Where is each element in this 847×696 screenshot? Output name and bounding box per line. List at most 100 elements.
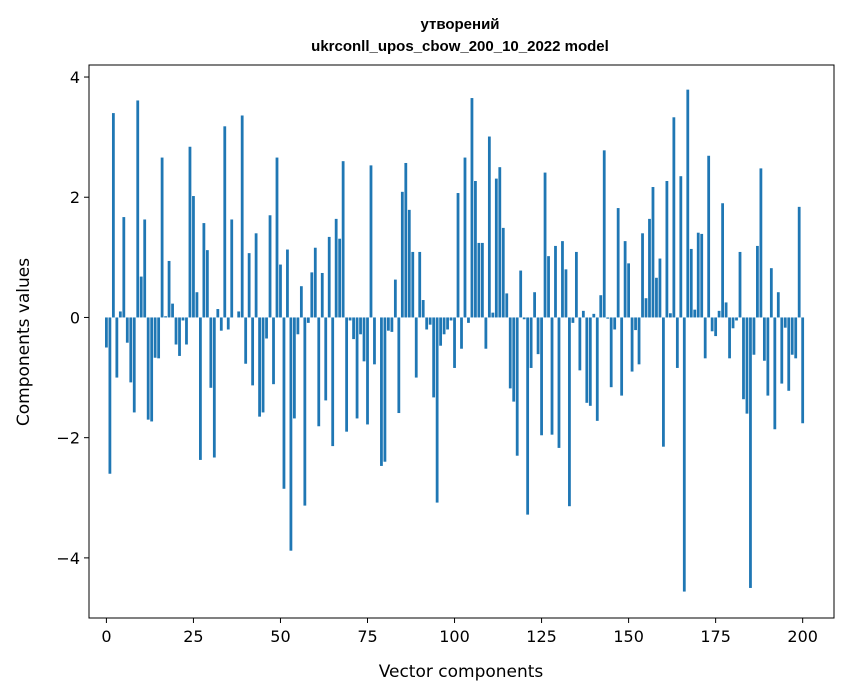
- bar: [157, 317, 161, 359]
- bar: [512, 317, 516, 402]
- bar: [554, 245, 557, 318]
- bar: [745, 317, 749, 414]
- bar: [209, 317, 213, 388]
- bar: [171, 303, 174, 318]
- bar: [254, 233, 258, 318]
- bar: [313, 247, 317, 318]
- bar: [185, 317, 188, 345]
- bar: [387, 317, 390, 331]
- bar: [275, 157, 279, 318]
- bar: [400, 191, 404, 318]
- bar: [766, 317, 770, 396]
- bar: [129, 317, 133, 383]
- bar: [268, 215, 272, 318]
- y-tick-label: 4: [70, 68, 80, 87]
- bar: [435, 317, 439, 503]
- bar: [742, 317, 745, 400]
- bar: [303, 317, 307, 506]
- bar: [453, 317, 456, 368]
- bar: [355, 317, 359, 419]
- bar: [265, 317, 268, 339]
- bar: [477, 242, 481, 318]
- bar: [122, 217, 126, 318]
- bar: [592, 313, 596, 318]
- bar: [724, 302, 728, 318]
- x-tick-label: 75: [357, 627, 377, 646]
- bar: [602, 150, 606, 318]
- bar: [432, 317, 436, 398]
- bar: [498, 167, 502, 318]
- bar: [369, 165, 373, 318]
- bar: [306, 317, 310, 323]
- bar: [247, 253, 251, 318]
- bar: [606, 317, 610, 319]
- bar: [293, 317, 296, 419]
- x-tick-label: 50: [270, 627, 290, 646]
- bar: [296, 317, 300, 335]
- bar: [327, 236, 331, 318]
- bar: [623, 241, 627, 318]
- bar: [289, 317, 293, 551]
- bar: [446, 317, 449, 330]
- bar: [362, 317, 366, 362]
- bar: [132, 317, 136, 413]
- bar: [595, 317, 599, 421]
- bar: [418, 251, 422, 318]
- bar: [244, 317, 248, 364]
- bar: [226, 317, 230, 330]
- bar: [564, 269, 568, 318]
- bar: [717, 310, 721, 318]
- bar: [696, 232, 700, 318]
- bar: [338, 238, 342, 318]
- bar: [749, 317, 752, 588]
- bar: [801, 317, 805, 424]
- x-tick-label: 150: [613, 627, 644, 646]
- bar: [484, 317, 488, 349]
- bar: [738, 251, 742, 318]
- bar: [637, 317, 641, 365]
- bar: [352, 317, 355, 340]
- bar: [787, 317, 791, 391]
- bar: [703, 317, 707, 359]
- bar: [348, 317, 352, 321]
- bar: [613, 317, 617, 330]
- x-tick-label: 100: [439, 627, 470, 646]
- bar: [655, 277, 658, 318]
- x-tick-label: 0: [101, 627, 111, 646]
- plot-frame: [88, 64, 835, 619]
- bar: [714, 317, 718, 337]
- bar: [240, 115, 244, 318]
- bar: [529, 317, 533, 368]
- bar: [150, 317, 154, 422]
- bar: [105, 317, 108, 348]
- bar-series: [105, 89, 805, 592]
- bar: [634, 317, 637, 331]
- bar: [571, 317, 575, 323]
- bar: [115, 317, 119, 378]
- bar: [776, 292, 780, 318]
- y-axis-ticks: −4 −2 0 2 4: [56, 68, 89, 568]
- bar: [783, 317, 787, 328]
- bar: [192, 196, 195, 318]
- bar: [439, 317, 443, 346]
- bar: [467, 317, 470, 323]
- bar: [286, 249, 289, 318]
- bar: [411, 251, 415, 318]
- bar: [641, 233, 644, 318]
- bar: [547, 256, 550, 318]
- bar: [188, 146, 192, 318]
- bar: [616, 208, 620, 318]
- bar: [707, 155, 711, 318]
- bar: [118, 311, 122, 318]
- bar: [261, 317, 265, 413]
- bar: [407, 209, 411, 318]
- bar: [689, 248, 693, 318]
- x-tick-label: 125: [526, 627, 557, 646]
- chart-subtitle: ukrconll_upos_cbow_200_10_2022 model: [311, 38, 609, 55]
- bar: [790, 317, 794, 355]
- bar: [672, 117, 676, 318]
- bar: [501, 227, 505, 318]
- bar: [679, 176, 683, 318]
- bar: [797, 206, 801, 318]
